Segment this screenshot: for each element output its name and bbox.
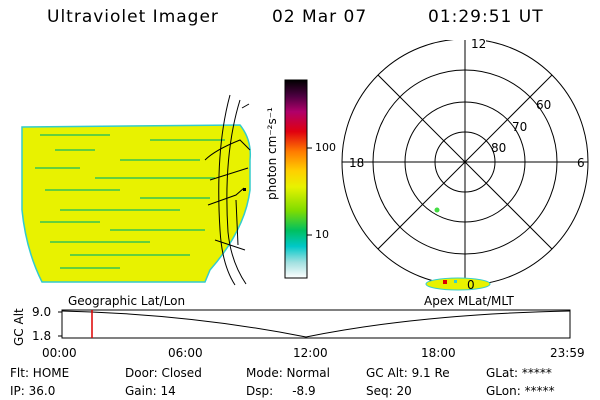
- instrument-title: Ultraviolet Imager: [47, 7, 219, 27]
- mlt-12: 12: [471, 37, 487, 51]
- time-label: 01:29:51 UT: [428, 7, 544, 27]
- dsp-info: Dsp: -8.9: [246, 384, 316, 398]
- mode-info: Mode: Normal: [246, 366, 330, 380]
- door-info: Door: Closed: [125, 366, 202, 380]
- auroral-patch: [425, 277, 491, 291]
- xtick-1800: 18:00: [421, 346, 456, 360]
- mlt-0: 0: [467, 278, 475, 292]
- spacecraft-marker: [243, 188, 246, 191]
- patch-red-dot: [443, 280, 447, 284]
- xtick-1200: 12:00: [293, 346, 328, 360]
- colorbar-tick-100: 100: [315, 141, 336, 154]
- uv-image-area: [21, 124, 252, 283]
- seq-info: Seq: 20: [366, 384, 412, 398]
- polar-plot: [341, 40, 589, 291]
- lat-60: 60: [536, 98, 552, 112]
- xtick-0600: 06:00: [168, 346, 203, 360]
- gain-info: Gain: 14: [125, 384, 176, 398]
- gc-alt-info: GC Alt: 9.1 Re: [366, 366, 450, 380]
- altitude-plot: [58, 309, 571, 339]
- glat-info: GLat: *****: [486, 366, 552, 380]
- lat-70: 70: [512, 120, 528, 134]
- geographic-label: Geographic Lat/Lon: [68, 294, 186, 308]
- altitude-ylabel: GC Alt: [12, 308, 26, 346]
- xtick-2359: 23:59: [550, 346, 585, 360]
- green-point: [434, 207, 440, 213]
- mlt-18: 18: [349, 156, 365, 170]
- ytick-1-8: 1.8: [32, 329, 52, 343]
- coastline-overlay: [204, 94, 251, 286]
- altitude-curve: [61, 310, 571, 338]
- colorbar: [284, 79, 312, 279]
- colorbar-tick-10: 10: [315, 228, 329, 241]
- glon-info: GLon: *****: [486, 384, 555, 398]
- xtick-0000: 00:00: [42, 346, 77, 360]
- mlt-6: 6: [577, 156, 585, 170]
- date-label: 02 Mar 07: [272, 7, 368, 27]
- flt-info: Flt: HOME: [10, 366, 70, 380]
- ytick-9: 9.0: [32, 305, 52, 319]
- lat-80: 80: [491, 141, 507, 155]
- uv-streaks: [35, 134, 225, 269]
- apex-label: Apex MLat/MLT: [424, 294, 514, 308]
- ip-info: IP: 36.0: [10, 384, 56, 398]
- colorbar-label: photon cm⁻²s⁻¹: [265, 107, 279, 200]
